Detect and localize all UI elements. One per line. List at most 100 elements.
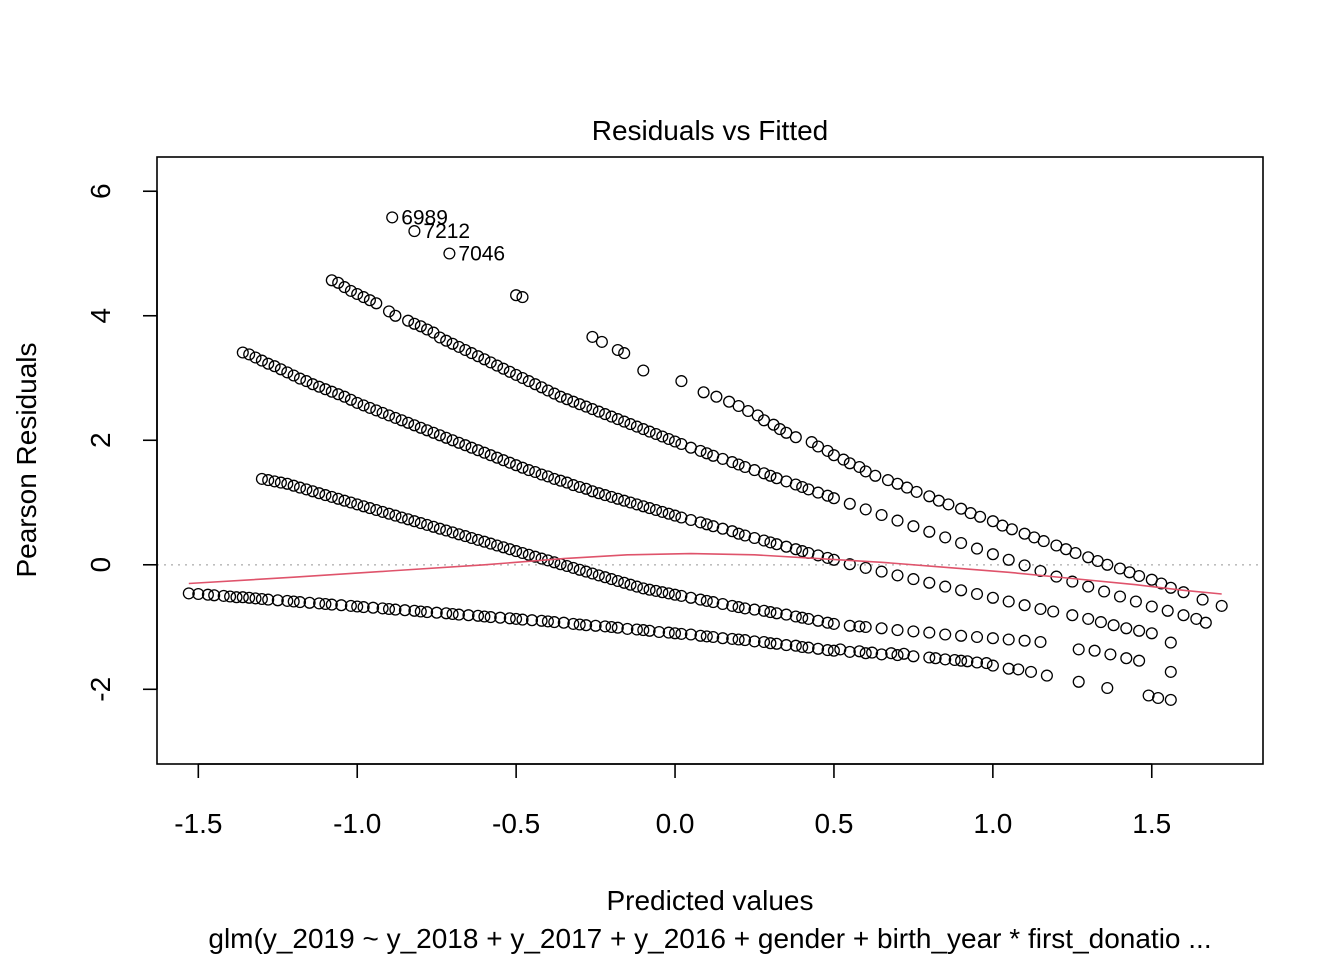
data-point [1196, 593, 1209, 606]
data-point [1069, 546, 1082, 560]
outlier-label: 7046 [458, 243, 505, 266]
data-point [1002, 662, 1015, 675]
data-point [433, 429, 446, 442]
data-point [748, 635, 761, 648]
data-point [859, 620, 872, 634]
x-tick-label: 0.5 [814, 808, 853, 839]
data-point [529, 378, 542, 391]
data-point [452, 528, 465, 541]
y-tick-label: 0 [85, 557, 116, 573]
data-point [986, 632, 999, 645]
data-point [738, 634, 752, 647]
data-point [332, 388, 345, 401]
x-tick-label: 0.0 [656, 808, 695, 839]
data-point [827, 492, 840, 505]
data-point [624, 578, 637, 591]
data-point [459, 439, 472, 452]
data-point [478, 535, 491, 548]
data-point [656, 430, 669, 443]
data-point [939, 653, 952, 666]
data-point [471, 609, 485, 622]
data-point [494, 611, 507, 624]
data-point [357, 500, 370, 513]
data-point [281, 366, 294, 379]
data-point [827, 449, 840, 462]
data-point [764, 637, 777, 650]
data-point [357, 399, 370, 412]
data-point [557, 616, 570, 629]
data-point [624, 418, 637, 431]
data-point [287, 369, 300, 382]
data-point [618, 415, 631, 428]
data-point [586, 567, 599, 580]
data-point [376, 406, 389, 419]
data-point [236, 591, 249, 604]
data-point [923, 576, 936, 589]
data-point [592, 569, 605, 582]
data-point [1072, 643, 1085, 656]
data-point [675, 627, 688, 640]
data-point [1104, 648, 1117, 661]
data-point [395, 414, 408, 427]
data-point [748, 603, 761, 616]
data-point [697, 386, 710, 399]
data-point [414, 605, 427, 618]
data-point [271, 594, 284, 607]
data-point [338, 494, 351, 507]
data-point [970, 630, 984, 644]
data-point [300, 483, 313, 496]
data-point [789, 543, 802, 556]
data-point [716, 597, 729, 611]
data-point [726, 632, 739, 645]
x-tick-label: 1.0 [973, 808, 1012, 839]
data-point [446, 526, 459, 539]
data-point [560, 559, 574, 573]
data-point [433, 331, 446, 344]
data-point [710, 390, 723, 403]
data-point [484, 537, 497, 550]
y-tick-label: -2 [85, 677, 116, 702]
data-point [653, 625, 666, 639]
data-point [567, 479, 580, 492]
data-point [319, 383, 332, 396]
data-point [408, 515, 421, 528]
data-point [1034, 602, 1047, 616]
data-point [586, 330, 599, 343]
y-tick-label: 6 [85, 183, 116, 199]
data-point [344, 284, 357, 297]
data-point [630, 580, 643, 593]
data-point [580, 482, 593, 495]
model-caption: glm(y_2019 ~ y_2018 + y_2017 + y_2016 + … [208, 923, 1211, 954]
data-point [757, 534, 771, 547]
data-point [421, 424, 434, 437]
x-tick-label: -1.5 [174, 808, 222, 839]
data-point [1082, 612, 1095, 625]
data-point [611, 621, 624, 634]
data-point [376, 602, 389, 615]
data-point [1164, 665, 1177, 678]
data-point [446, 337, 459, 350]
data-point [497, 362, 510, 375]
data-point [351, 396, 364, 409]
data-point [421, 518, 434, 531]
data-point [770, 637, 783, 650]
data-point [859, 647, 872, 660]
data-point [398, 604, 411, 617]
data-point [1199, 616, 1212, 629]
data-point [1082, 580, 1095, 593]
data-point [516, 371, 529, 385]
x-axis-label: Predicted values [606, 885, 813, 916]
data-point [827, 617, 840, 630]
data-point [611, 413, 624, 426]
data-point [382, 507, 396, 520]
data-point [843, 497, 856, 510]
outlier-label: 6989 [401, 206, 448, 229]
data-point [408, 604, 421, 617]
data-point [208, 589, 221, 602]
data-point [293, 596, 307, 609]
data-point [516, 291, 529, 304]
data-point [732, 458, 745, 471]
data-point [465, 441, 478, 454]
data-point [1005, 523, 1018, 536]
data-point [939, 628, 952, 641]
